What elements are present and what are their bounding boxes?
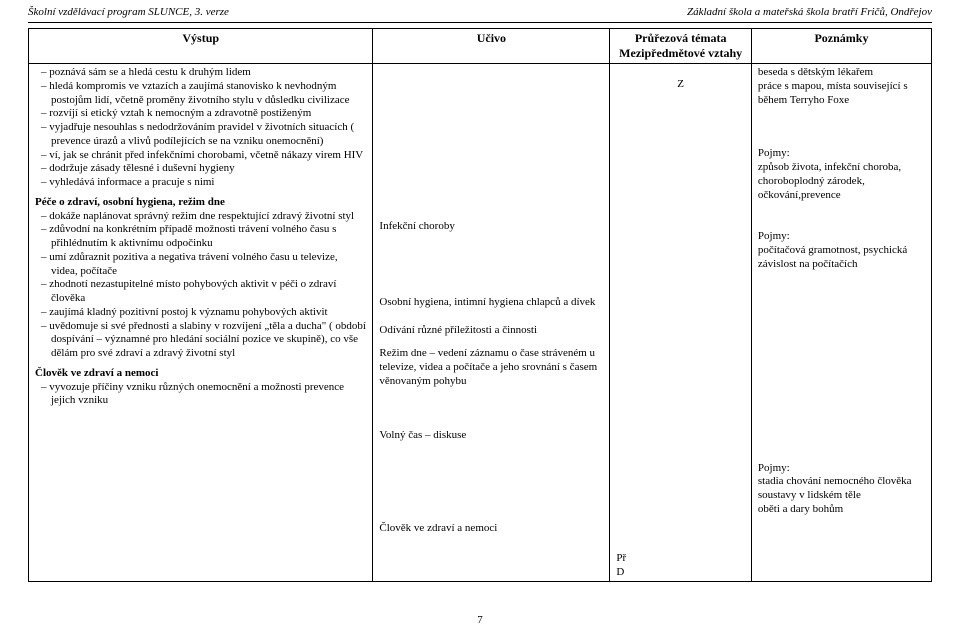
spacer: [379, 442, 603, 518]
list-item: zhodnotí nezastupitelné místo pohybových…: [35, 278, 366, 306]
list-item: zdůvodní na konkrétním případě možnosti …: [35, 223, 366, 251]
spacer: [758, 272, 925, 462]
spacer: [379, 337, 603, 343]
curriculum-table: Výstup Učivo Průřezová témata Mezipředmě…: [28, 28, 932, 582]
spacer: [616, 66, 745, 78]
col-prurezova-b: Mezipředmětové vztahy: [616, 46, 745, 61]
note-line: beseda s dětským lékařem: [758, 66, 925, 80]
list-item: ví, jak se chránit před infekčními choro…: [35, 149, 366, 163]
note-line: počítačová gramotnost, psychická závislo…: [758, 244, 925, 272]
cell-vystup: poznává sám se a hledá cestu k druhým li…: [29, 64, 373, 582]
spacer: [616, 92, 745, 552]
ucivo-item: Člověk ve zdraví a nemoci: [379, 522, 603, 536]
col-poznamky: Poznámky: [751, 29, 931, 64]
note-line: práce s mapou, místa související s během…: [758, 80, 925, 108]
ucivo-item: Režim dne – vedení záznamu o čase stráve…: [379, 347, 603, 388]
cell-poznamky: beseda s dětským lékařem práce s mapou, …: [751, 64, 931, 582]
note-line: způsob života, infekční choroba, chorobo…: [758, 161, 925, 202]
note-pojmy-heading: Pojmy:: [758, 230, 925, 244]
ucivo-item: Odívání různé příležitosti a činnosti: [379, 324, 603, 338]
header-left: Školní vzdělávací program SLUNCE, 3. ver…: [28, 6, 229, 20]
note-line: oběti a dary bohům: [758, 503, 925, 517]
spacer: [758, 202, 925, 230]
cell-ucivo: Infekční choroby Osobní hygiena, intimní…: [373, 64, 610, 582]
ucivo-item: Infekční choroby: [379, 220, 603, 234]
spacer: [758, 107, 925, 147]
note-pojmy-heading: Pojmy:: [758, 147, 925, 161]
note-pojmy-heading: Pojmy:: [758, 462, 925, 476]
spacer: [379, 389, 603, 425]
spacer: [379, 234, 603, 292]
cross-subject-pr: Př: [616, 552, 745, 566]
table-header-row: Výstup Učivo Průřezová témata Mezipředmě…: [29, 29, 932, 64]
list-item: umí zdůraznit pozitiva a negativa tráven…: [35, 251, 366, 279]
list-item: hledá kompromis ve vztazích a zaujímá st…: [35, 80, 366, 108]
list-item: uvědomuje si své přednosti a slabiny v r…: [35, 320, 366, 361]
col-prurezova: Průřezová témata Mezipředmětové vztahy: [610, 29, 752, 64]
list-item: poznává sám se a hledá cestu k druhým li…: [35, 66, 366, 80]
vystup-pece-list: dokáže naplánovat správný režim dne resp…: [35, 210, 366, 361]
note-line: soustavy v lidském těle: [758, 489, 925, 503]
note-line: stadia chování nemocného člověka: [758, 475, 925, 489]
ucivo-item: Volný čas – diskuse: [379, 429, 603, 443]
cross-subject-z: Z: [616, 78, 745, 92]
list-item: vyhledává informace a pracuje s nimi: [35, 176, 366, 190]
col-ucivo: Učivo: [373, 29, 610, 64]
header-rule: [28, 22, 932, 23]
header-right: Základní škola a mateřská škola bratří F…: [687, 6, 932, 20]
ucivo-item: Osobní hygiena, intimní hygiena chlapců …: [379, 296, 603, 310]
list-item: zaujímá kladný pozitivní postoj k význam…: [35, 306, 366, 320]
col-prurezova-a: Průřezová témata: [616, 31, 745, 46]
list-item: dokáže naplánovat správný režim dne resp…: [35, 210, 366, 224]
spacer: [379, 66, 603, 216]
list-item: vyvozuje příčiny vzniku různých onemocně…: [35, 381, 366, 409]
col-vystup: Výstup: [29, 29, 373, 64]
vystup-clovek-list: vyvozuje příčiny vzniku různých onemocně…: [35, 381, 366, 409]
table-body-row: poznává sám se a hledá cestu k druhým li…: [29, 64, 932, 582]
page-number: 7: [0, 614, 960, 628]
cell-prurezova: Z Př D: [610, 64, 752, 582]
vystup-intro-list: poznává sám se a hledá cestu k druhým li…: [35, 66, 366, 190]
cross-subject-d: D: [616, 566, 745, 580]
spacer: [379, 310, 603, 320]
list-item: rozvíjí si etický vztah k nemocným a zdr…: [35, 107, 366, 121]
list-item: dodržuje zásady tělesné i duševní hygien…: [35, 162, 366, 176]
section-clovek-title: Člověk ve zdraví a nemoci: [35, 367, 366, 381]
list-item: vyjadřuje nesouhlas s nedodržováním prav…: [35, 121, 366, 149]
section-pece-title: Péče o zdraví, osobní hygiena, režim dne: [35, 196, 366, 210]
